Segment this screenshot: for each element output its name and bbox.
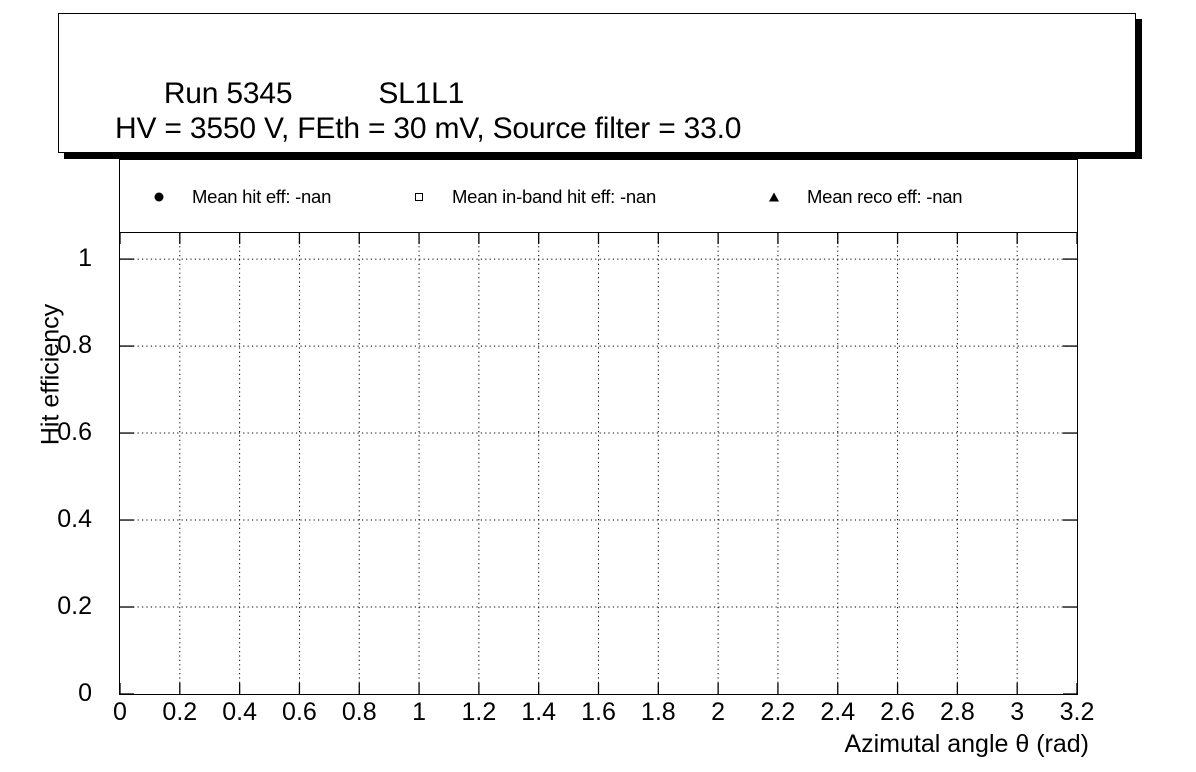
x-tick-label: 1.4 <box>521 698 557 726</box>
y-axis-title: Hit efficiency <box>36 303 65 446</box>
y-tick-label: 0.8 <box>57 331 92 360</box>
legend-box: Mean hit eff: -nan Mean in-band hit eff:… <box>119 159 1078 233</box>
x-tick-label: 0.2 <box>162 698 198 726</box>
title-box: Run 5345 SL1L1 HV = 3550 V, FEth = 30 mV,… <box>58 13 1136 153</box>
legend-label-inband-hit-eff: Mean in-band hit eff: -nan <box>452 186 656 207</box>
x-tick-label: 0 <box>113 698 127 726</box>
y-tick-label: 0.2 <box>57 592 92 621</box>
x-tick-label: 2.8 <box>939 698 975 726</box>
plot-frame <box>119 232 1078 695</box>
x-tick-label: 0.4 <box>222 698 257 726</box>
x-tick-label: 3 <box>1010 698 1025 726</box>
x-tick-label: 2.6 <box>880 698 915 726</box>
x-tick-label: 1.2 <box>461 698 497 726</box>
filled-triangle-marker-icon <box>763 188 785 206</box>
legend-entry-reco-eff: Mean reco eff: -nan <box>763 186 963 208</box>
legend-entry-inband-hit-eff: Mean in-band hit eff: -nan <box>408 186 656 208</box>
plot-gridlines <box>120 233 1077 694</box>
y-tick-label: 0 <box>78 679 92 707</box>
title-run-label: Run 5345 <box>163 77 293 110</box>
open-square-marker-icon <box>408 188 430 206</box>
x-tick-label: 1 <box>412 698 427 726</box>
y-tick-label: 0.4 <box>57 505 92 534</box>
x-tick-label: 1.6 <box>581 698 616 726</box>
legend-label-hit-eff: Mean hit eff: -nan <box>192 186 332 207</box>
title-superlayer-label: SL1L1 <box>378 77 465 110</box>
x-tick-label: 2.4 <box>820 698 856 726</box>
x-tick-label: 2 <box>711 698 726 726</box>
x-tick-label: 0.6 <box>282 698 317 726</box>
x-tick-label: 3.2 <box>1059 698 1095 726</box>
x-tick-label: 2.2 <box>760 698 796 726</box>
title-line-settings: HV = 3550 V, FEth = 30 mV, Source filter… <box>115 112 742 145</box>
y-tick-label: 1 <box>78 244 92 273</box>
x-tick-label: 1.8 <box>640 698 676 726</box>
legend-label-reco-eff: Mean reco eff: -nan <box>807 186 963 207</box>
y-tick-label: 0.6 <box>57 418 92 447</box>
x-tick-label: 0.8 <box>341 698 377 726</box>
filled-circle-marker-icon <box>148 188 170 206</box>
legend-entry-hit-eff: Mean hit eff: -nan <box>148 186 331 208</box>
title-line-run: Run 5345 SL1L1 <box>115 49 464 139</box>
x-axis-title: Azimutal angle θ (rad) <box>844 730 1089 758</box>
